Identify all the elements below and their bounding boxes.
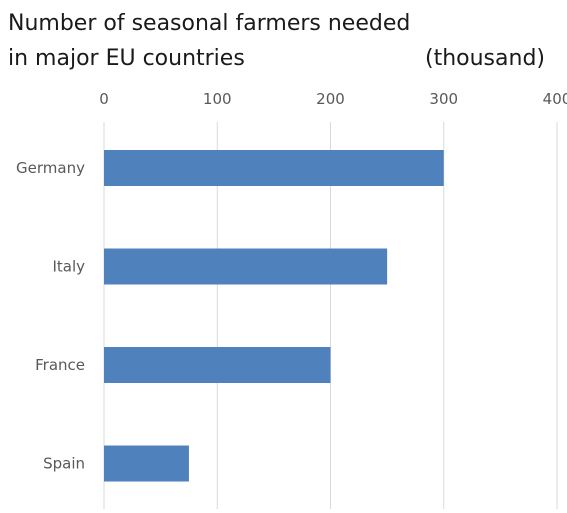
x-tick-label: 300 [429, 90, 458, 108]
chart-title-line-1: Number of seasonal farmers needed [8, 11, 410, 36]
x-tick-label: 400 [543, 90, 567, 108]
unit-label: (thousand) [425, 46, 545, 71]
bar-france [104, 347, 331, 383]
category-label-germany: Germany [16, 159, 85, 177]
category-label-italy: Italy [52, 258, 85, 276]
bar-italy [104, 248, 388, 285]
x-tick-label: 200 [316, 90, 345, 108]
x-axis-ticks: 0 100 200 300 400 [99, 90, 567, 108]
category-label-spain: Spain [43, 455, 85, 473]
bar-spain [104, 445, 189, 482]
bars [104, 150, 444, 482]
category-labels: Germany Italy France Spain [16, 159, 85, 473]
bar-germany [104, 150, 444, 186]
category-label-france: France [35, 356, 85, 374]
gridlines [103, 122, 558, 509]
x-tick-label: 0 [99, 90, 109, 108]
chart-title-line-2: in major EU countries [8, 46, 245, 71]
x-tick-label: 100 [203, 90, 232, 108]
